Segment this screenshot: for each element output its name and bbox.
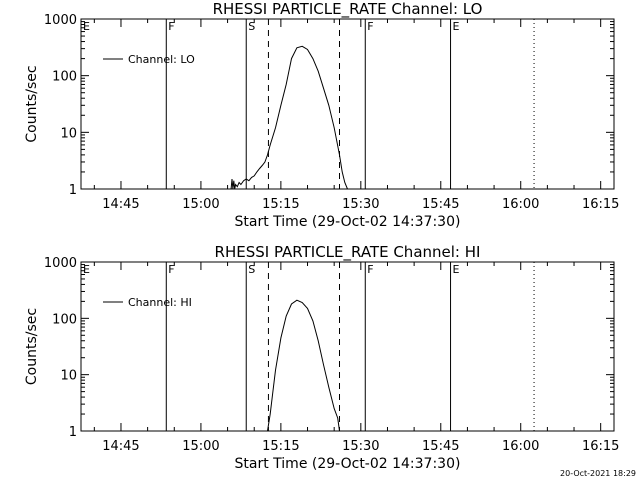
x-tick-label: 16:15 bbox=[582, 439, 619, 454]
y-tick-label: 1 bbox=[69, 425, 77, 440]
flag-label: S bbox=[248, 263, 255, 276]
y-tick-label: 1000 bbox=[44, 13, 77, 28]
x-tick-label: 16:00 bbox=[502, 197, 539, 212]
x-axis-label: Start Time (29-Oct-02 14:37:30) bbox=[235, 214, 461, 230]
x-tick-label: 14:45 bbox=[102, 439, 139, 454]
x-tick-label: 15:00 bbox=[182, 197, 219, 212]
y-tick-label: 100 bbox=[52, 312, 77, 327]
y-tick-label: 10 bbox=[60, 369, 77, 384]
y-tick-label: 1000 bbox=[44, 256, 77, 271]
x-tick-label: 15:30 bbox=[342, 197, 379, 212]
series-line bbox=[267, 299, 340, 432]
x-tick-label: 15:15 bbox=[262, 439, 299, 454]
footer-timestamp: 20-Oct-2021 18:29 bbox=[560, 469, 636, 478]
series-line bbox=[230, 45, 348, 190]
x-tick-label: 15:45 bbox=[422, 197, 459, 212]
flag-label: S bbox=[248, 20, 255, 33]
flag-label: E bbox=[83, 20, 90, 33]
x-tick-label: 15:45 bbox=[422, 439, 459, 454]
x-axis-label: Start Time (29-Oct-02 14:37:30) bbox=[235, 456, 461, 472]
y-axis-label: Counts/sec bbox=[24, 65, 40, 142]
y-tick-label: 10 bbox=[60, 126, 77, 141]
chart-title: RHESSI PARTICLE_RATE Channel: LO bbox=[213, 0, 483, 19]
x-tick-label: 15:30 bbox=[342, 439, 379, 454]
y-tick-label: 100 bbox=[52, 70, 77, 85]
flag-label: E bbox=[453, 20, 460, 33]
x-tick-label: 14:45 bbox=[102, 197, 139, 212]
legend-label: Channel: LO bbox=[128, 53, 195, 66]
flag-label: F bbox=[168, 20, 174, 33]
y-tick-label: 1 bbox=[69, 183, 77, 198]
x-tick-label: 16:00 bbox=[502, 439, 539, 454]
flag-label: F bbox=[367, 263, 373, 276]
chart-title: RHESSI PARTICLE_RATE Channel: HI bbox=[215, 243, 481, 262]
x-tick-label: 16:15 bbox=[582, 197, 619, 212]
flag-label: F bbox=[367, 20, 373, 33]
flag-label: F bbox=[168, 263, 174, 276]
x-tick-label: 15:15 bbox=[262, 197, 299, 212]
flag-label: E bbox=[83, 263, 90, 276]
legend-label: Channel: HI bbox=[128, 296, 192, 309]
flag-label: E bbox=[453, 263, 460, 276]
y-axis-label: Counts/sec bbox=[24, 308, 40, 385]
x-tick-label: 15:00 bbox=[182, 439, 219, 454]
